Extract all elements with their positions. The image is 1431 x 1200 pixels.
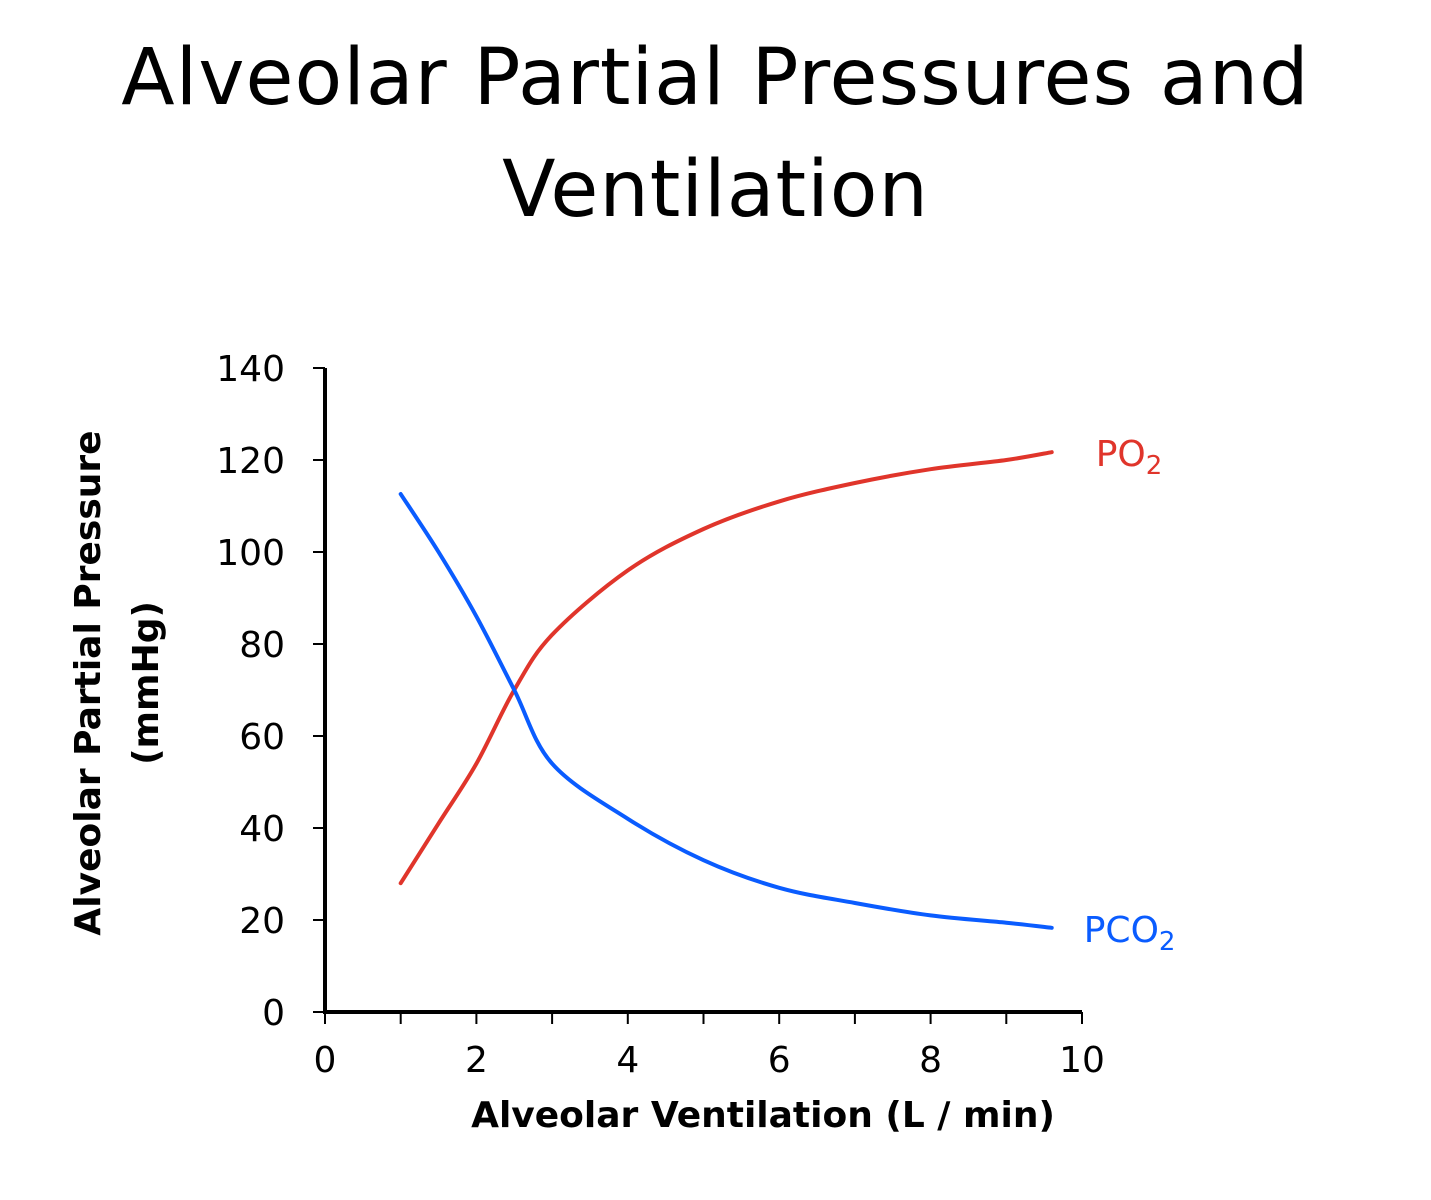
- x-tick-label: 2: [465, 1040, 488, 1081]
- y-tick-label: 60: [239, 717, 285, 758]
- x-tick-label: 10: [1059, 1040, 1105, 1081]
- chart-title: Alveolar Partial Pressures and Ventilati…: [0, 22, 1431, 246]
- y-tick-label: 140: [216, 349, 285, 390]
- pco2-label: PCO2: [1084, 910, 1176, 957]
- po2-label: PO2: [1096, 434, 1163, 481]
- axes: 0 20 40 60 80 100 120 140 0 2 4 6 8 10: [216, 349, 1105, 1081]
- x-tick-label: 6: [768, 1040, 791, 1081]
- y-tick-label: 0: [262, 993, 285, 1034]
- y-tick-label: 40: [239, 809, 285, 850]
- y-tick-label: 120: [216, 441, 285, 482]
- x-tick-label: 0: [314, 1040, 337, 1081]
- x-tick-label: 8: [919, 1040, 942, 1081]
- pco2-line: [398, 492, 1054, 930]
- x-tick-label: 4: [616, 1040, 639, 1081]
- chart-title-line-2: Ventilation: [502, 145, 929, 235]
- po2-line: [398, 450, 1054, 886]
- chart-title-line-1: Alveolar Partial Pressures and: [121, 33, 1310, 123]
- y-tick-label: 80: [239, 625, 285, 666]
- y-tick-label: 20: [239, 901, 285, 942]
- series-lines: PO2 PCO2: [398, 434, 1176, 957]
- x-axis-label: Alveolar Ventilation (L / min): [471, 1095, 1055, 1136]
- y-axis-label-line-1: Alveolar Partial Pressure: [68, 430, 109, 935]
- y-tick-label: 100: [216, 533, 285, 574]
- y-axis-label-line-2: (mmHg): [126, 601, 167, 765]
